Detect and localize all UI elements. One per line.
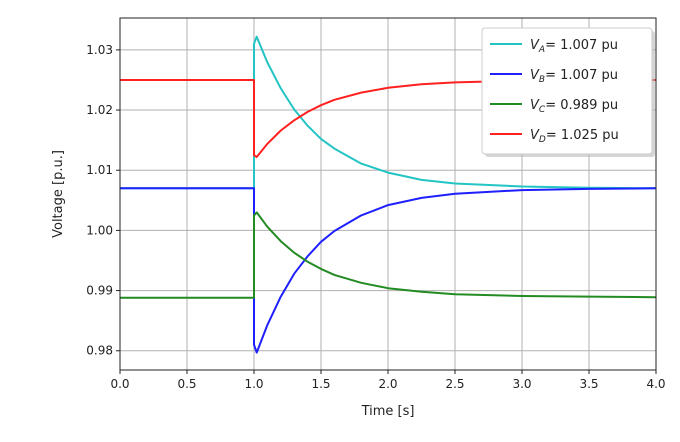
x-tick-label: 0.5 bbox=[177, 377, 196, 391]
y-tick-label: 0.99 bbox=[86, 284, 113, 298]
legend-entry: VB= 1.007 pu bbox=[530, 68, 618, 85]
y-tick-label: 1.00 bbox=[86, 223, 113, 237]
series-line-a bbox=[120, 35, 657, 190]
y-axis-label: Voltage [p.u.] bbox=[51, 150, 66, 238]
series-lines bbox=[120, 35, 657, 354]
x-tick-label: 0.0 bbox=[110, 377, 129, 391]
y-tick-label: 0.98 bbox=[86, 344, 113, 358]
x-tick-label: 4.0 bbox=[646, 377, 665, 391]
y-tick-label: 1.01 bbox=[86, 163, 113, 177]
y-tick-label: 1.03 bbox=[86, 43, 113, 57]
series-line-d bbox=[120, 79, 656, 158]
ticks: 0.0 0.5 1.0 1.5 2.0 2.5 3.0 3.5 4.0 0.98 0.99 1.00 1… bbox=[86, 43, 665, 391]
legend-entry: VA= 1.007 pu bbox=[530, 38, 618, 55]
x-tick-label: 1.0 bbox=[244, 377, 263, 391]
legend: VA= 1.007 pu VB= 1.007 pu VC= 0.989 pu VD= … bbox=[481, 27, 655, 157]
x-tick-label: 1.5 bbox=[311, 377, 330, 391]
legend-entry: VD= 1.025 pu bbox=[530, 128, 619, 145]
x-axis-label: Time [s] bbox=[361, 404, 415, 419]
y-tick-label: 1.02 bbox=[86, 103, 113, 117]
series-line-c bbox=[120, 211, 657, 299]
series-line-b bbox=[120, 187, 657, 354]
x-tick-label: 2.0 bbox=[378, 377, 397, 391]
x-tick-label: 2.5 bbox=[445, 377, 464, 391]
legend-entry: VC= 0.989 pu bbox=[530, 98, 618, 115]
x-tick-label: 3.0 bbox=[512, 377, 531, 391]
x-tick-label: 3.5 bbox=[579, 377, 598, 391]
